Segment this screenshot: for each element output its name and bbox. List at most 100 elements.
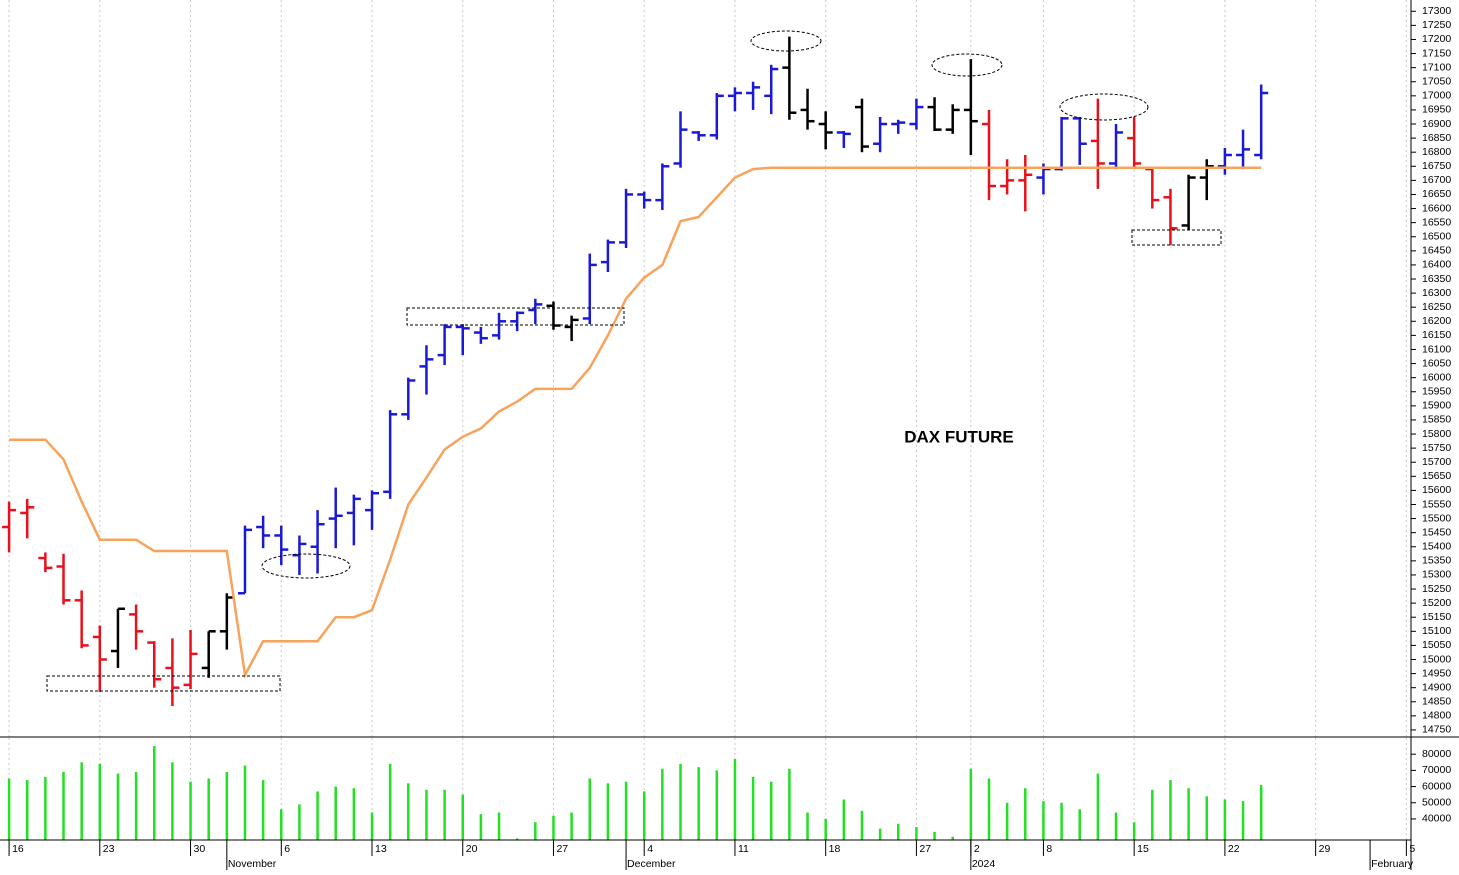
volume-bar: [1078, 809, 1081, 840]
y-tick-label: 16800: [1422, 146, 1451, 158]
volume-bar: [152, 746, 156, 840]
y-tick-label: 16100: [1422, 343, 1451, 355]
annotation-box: [406, 307, 625, 326]
volume-bar: [733, 759, 737, 840]
y-tick-label: 17000: [1422, 90, 1451, 102]
y-tick-label: 15450: [1422, 526, 1451, 538]
volume-bar: [370, 812, 374, 840]
volume-bar: [679, 763, 682, 840]
volume-bar: [80, 762, 83, 840]
y-tick-label: 15050: [1422, 639, 1451, 651]
volume-bar: [189, 781, 192, 840]
y-tick-label: 60000: [1422, 780, 1451, 792]
annotation-ellipse: [261, 553, 351, 579]
y-tick-label: 16900: [1422, 118, 1451, 130]
y-tick-label: 15400: [1422, 541, 1451, 553]
volume-bar: [225, 772, 229, 840]
y-tick-label: 16150: [1422, 329, 1451, 341]
x-tick-label: 27: [556, 843, 568, 855]
y-tick-label: 16400: [1422, 259, 1451, 271]
y-tick-label: 15300: [1422, 569, 1451, 581]
y-tick-label: 16700: [1422, 174, 1451, 186]
x-tick-label: 18: [829, 843, 841, 855]
y-tick-label: 15350: [1422, 555, 1451, 567]
volume-bar: [425, 789, 428, 840]
volume-bar: [334, 786, 337, 840]
x-tick-label: 11: [738, 843, 749, 855]
trend-line: [9, 166, 1262, 679]
volume-bar: [352, 788, 356, 840]
volume-bar: [98, 763, 102, 840]
volume-bar: [661, 768, 664, 840]
volume-bar: [1132, 822, 1136, 840]
annotation-ellipse: [750, 30, 822, 52]
volume-bar: [134, 772, 138, 840]
volume-bar: [969, 768, 973, 840]
volume-bar: [280, 809, 283, 840]
volume-bar: [479, 814, 483, 840]
volume-bar: [570, 812, 573, 840]
x-tick-label: 8: [1046, 843, 1052, 855]
volume-bar: [878, 828, 882, 840]
x-tick-label: 27: [919, 843, 931, 855]
volume-bar: [25, 780, 29, 840]
y-tick-label: 15650: [1422, 470, 1451, 482]
month-label: 2024: [972, 858, 996, 870]
x-tick-label: 2: [974, 843, 980, 855]
y-tick-label: 16000: [1422, 371, 1451, 383]
y-tick-label: 15850: [1422, 414, 1451, 426]
volume-bar: [642, 791, 646, 840]
y-tick-label: 16300: [1422, 287, 1451, 299]
month-label: February: [1371, 858, 1414, 870]
y-tick-label: 16650: [1422, 188, 1451, 200]
y-tick-label: 16450: [1422, 245, 1451, 257]
volume-bar: [7, 778, 11, 840]
volume-bar: [824, 818, 827, 840]
y-tick-label: 17050: [1422, 76, 1451, 88]
annotation-ellipse: [1059, 93, 1149, 121]
x-tick-label: 6: [284, 843, 290, 855]
volume-bar: [1042, 801, 1045, 840]
y-tick-label: 15750: [1422, 442, 1451, 454]
volume-bar: [1205, 796, 1209, 840]
volume-bar: [461, 794, 464, 840]
volume-bar: [624, 781, 628, 840]
volume-bar: [261, 780, 265, 840]
volume-bar: [44, 776, 47, 840]
volume-bar: [588, 778, 592, 840]
y-tick-label: 17200: [1422, 33, 1451, 45]
month-label: December: [627, 858, 676, 870]
volume-bar: [697, 767, 700, 840]
volume-bar: [1259, 784, 1263, 840]
volume-bar: [788, 768, 791, 840]
y-tick-label: 14850: [1422, 696, 1451, 708]
annotation-box: [46, 675, 281, 692]
y-tick-label: 15500: [1422, 512, 1451, 524]
y-tick-label: 15550: [1422, 498, 1451, 510]
y-tick-label: 14750: [1422, 724, 1451, 736]
volume-bar: [515, 838, 519, 840]
y-tick-label: 14950: [1422, 667, 1451, 679]
x-tick-label: 30: [194, 843, 206, 855]
volume-bar: [751, 776, 755, 840]
y-tick-label: 15150: [1422, 611, 1451, 623]
volume-bar: [62, 772, 65, 840]
volume-bar: [534, 822, 537, 840]
volume-bar: [1223, 799, 1227, 840]
volume-bar: [1187, 788, 1190, 840]
y-tick-label: 16050: [1422, 357, 1451, 369]
y-tick-label: 16200: [1422, 315, 1451, 327]
annotation-box: [1131, 229, 1222, 246]
y-tick-label: 14800: [1422, 710, 1451, 722]
y-tick-label: 17300: [1422, 5, 1451, 17]
y-tick-label: 50000: [1422, 797, 1451, 809]
y-tick-label: 15100: [1422, 625, 1451, 637]
marks: [2, 36, 1269, 840]
y-tick-label: 15200: [1422, 597, 1451, 609]
y-tick-label: 16750: [1422, 160, 1451, 172]
y-tick-label: 16350: [1422, 273, 1451, 285]
volume-bar: [806, 812, 809, 840]
volume-bar: [897, 823, 900, 840]
volume-bar: [243, 765, 247, 840]
